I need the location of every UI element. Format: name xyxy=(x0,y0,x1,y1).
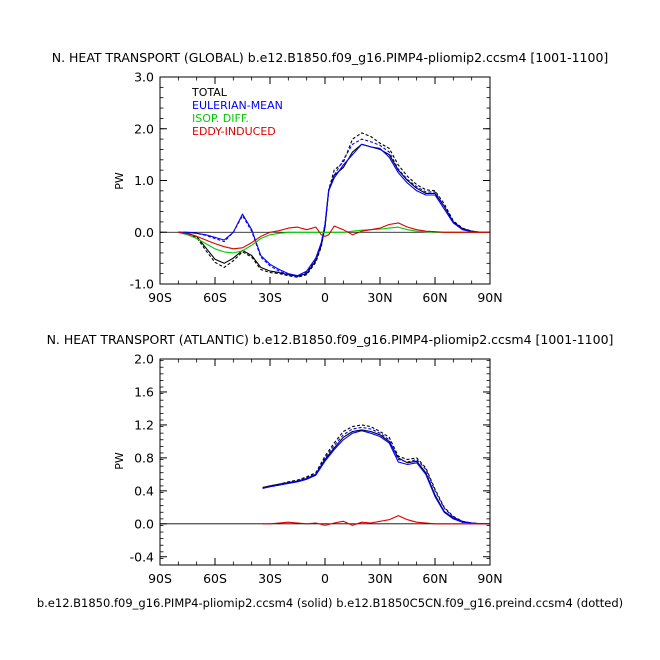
global-series-eulerian-mean xyxy=(178,143,490,277)
global-chart-title: N. HEAT TRANSPORT (GLOBAL) b.e12.B1850.f… xyxy=(52,50,609,65)
atlantic-y-tick-label: -0.4 xyxy=(130,549,154,564)
atlantic-x-tick-label: 90S xyxy=(148,571,172,586)
global-series-eulerian-mean-control xyxy=(178,138,490,278)
atlantic-series-total xyxy=(262,429,490,525)
legend-total: TOTAL xyxy=(191,86,228,99)
global-x-tick-label: 30S xyxy=(258,290,282,305)
atlantic-series-eulerian-mean xyxy=(262,430,490,525)
global-series-isop-diff xyxy=(178,226,490,254)
legend-isop-diff: ISOP. DIFF. xyxy=(192,112,249,125)
atlantic-y-tick-label: 2.0 xyxy=(134,352,154,367)
global-heat-transport-chart: N. HEAT TRANSPORT (GLOBAL) b.e12.B1850.f… xyxy=(52,50,609,305)
legend-eulerian-mean: EULERIAN-MEAN xyxy=(192,99,283,112)
global-y-tick-label: 3.0 xyxy=(134,70,154,85)
global-y-tick-label: 2.0 xyxy=(134,121,154,136)
global-y-tick-label: 1.0 xyxy=(134,173,154,188)
global-series-eddy-induced xyxy=(178,222,490,250)
atlantic-series-eddy-induced xyxy=(262,515,490,526)
global-y-tick-label: -1.0 xyxy=(130,277,154,292)
global-series-total xyxy=(178,143,490,277)
global-plot-marks: -1.0 0.0 1.0 2.0 3.0 90S 60S 30S 0 30N 60N 90N xyxy=(130,70,503,306)
global-y-tick-label: 0.0 xyxy=(134,225,154,240)
atlantic-y-axis-label: PW xyxy=(113,452,126,470)
atlantic-y-tick-label: 1.2 xyxy=(134,417,154,432)
atlantic-series-eulerian-mean-control xyxy=(262,426,490,525)
atlantic-heat-transport-chart: N. HEAT TRANSPORT (ATLANTIC) b.e12.B1850… xyxy=(47,332,614,586)
atlantic-x-tick-label: 90N xyxy=(477,571,502,586)
global-x-tick-label: 60S xyxy=(203,290,227,305)
atlantic-y-tick-label: 0.4 xyxy=(134,483,154,498)
atlantic-y-tick-label: 1.6 xyxy=(134,384,154,399)
atlantic-x-tick-label: 60S xyxy=(203,571,227,586)
atlantic-x-tick-label: 30N xyxy=(367,571,392,586)
legend-eddy-induced: EDDY-INDUCED xyxy=(192,125,276,138)
global-plot-frame xyxy=(159,76,491,285)
global-x-tick-label: 60N xyxy=(422,290,447,305)
atlantic-series-total-control xyxy=(262,424,490,525)
global-x-tick-label: 90N xyxy=(477,290,502,305)
atlantic-x-tick-label: 30S xyxy=(258,571,282,586)
atlantic-y-tick-label: 0.0 xyxy=(134,516,154,531)
global-x-tick-label: 0 xyxy=(321,290,329,305)
atlantic-plot-marks: -0.4 0.0 0.4 0.8 1.2 1.6 2.0 90S 60S 30S 0 30N 60N 90… xyxy=(130,352,503,587)
atlantic-plot-frame xyxy=(159,358,491,566)
atlantic-x-tick-label: 0 xyxy=(321,571,329,586)
global-x-tick-label: 30N xyxy=(367,290,392,305)
atlantic-chart-title: N. HEAT TRANSPORT (ATLANTIC) b.e12.B1850… xyxy=(47,332,614,347)
figure-footer-caption: b.e12.B1850.f09_g16.PIMP4-pliomip2.ccsm4… xyxy=(37,596,623,610)
atlantic-x-tick-label: 60N xyxy=(422,571,447,586)
global-x-tick-label: 90S xyxy=(148,290,172,305)
global-legend: TOTAL EULERIAN-MEAN ISOP. DIFF. EDDY-IND… xyxy=(191,86,283,138)
atlantic-y-tick-label: 0.8 xyxy=(134,450,154,465)
global-y-axis-label: PW xyxy=(113,172,126,190)
